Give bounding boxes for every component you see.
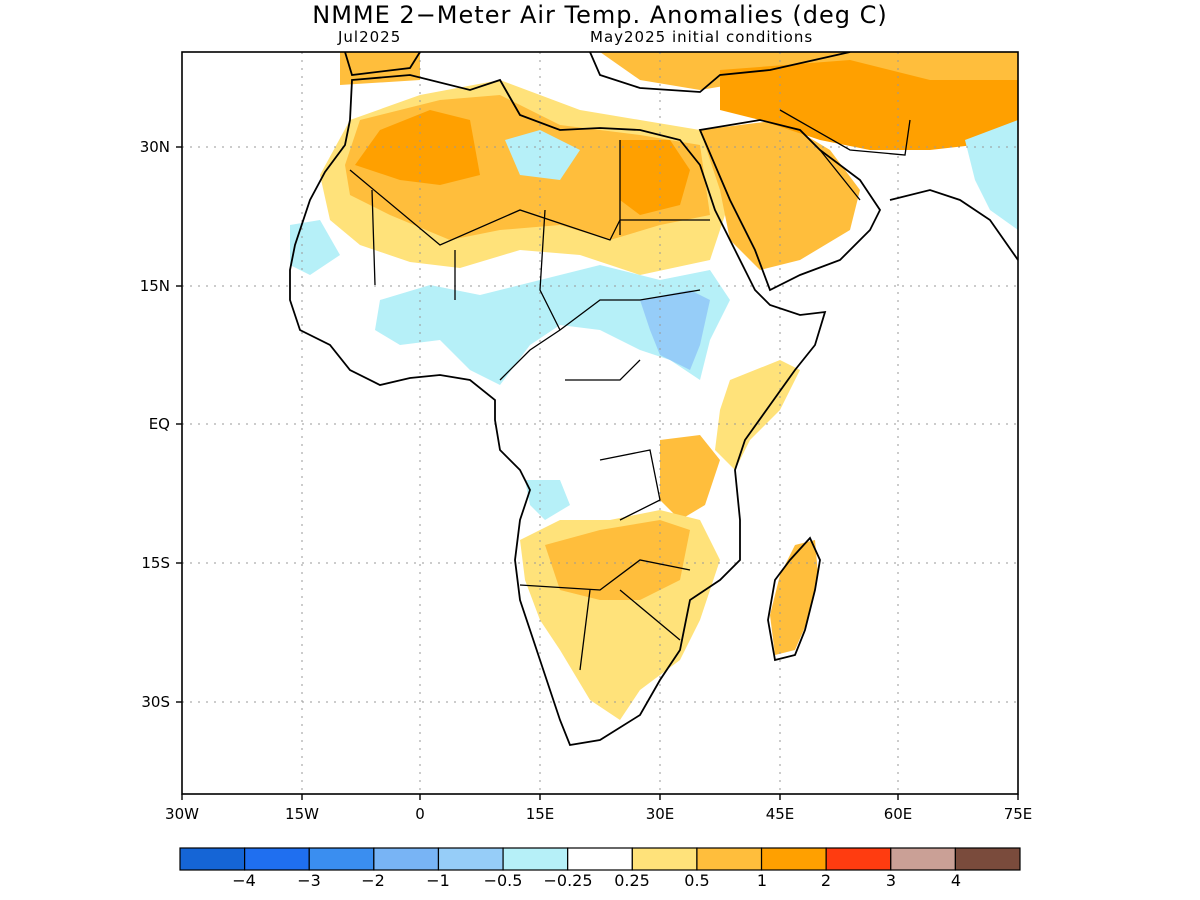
- axis-ticks: [176, 146, 1019, 800]
- coastlines: [289, 52, 1018, 747]
- map-title: NMME 2−Meter Air Temp. Anomalies (deg C): [312, 1, 888, 29]
- lat-label-15n: 15N: [139, 277, 170, 295]
- anomaly-cool-angola: [525, 480, 570, 520]
- colorbar-label: −0.5: [483, 871, 523, 890]
- colorbar-label: −1: [426, 871, 450, 890]
- anomaly-warm-east-africa: [660, 435, 720, 520]
- colorbar-swatch: [244, 847, 310, 871]
- colorbar-swatch: [502, 847, 569, 871]
- map-frame: [181, 51, 1019, 795]
- lon-label-30w: 30W: [165, 805, 199, 823]
- lat-label-eq: EQ: [148, 415, 170, 433]
- europe-coastline: [344, 52, 851, 93]
- anomaly-warm-madagascar: [770, 540, 818, 655]
- anomaly-warm-arabia: [700, 120, 860, 270]
- colorbar-swatch: [954, 847, 1021, 871]
- colorbar-label: 2: [820, 871, 832, 890]
- colorbar-swatch: [373, 847, 440, 871]
- colorbar: [179, 847, 1021, 871]
- lon-label-75e: 75E: [1003, 805, 1033, 823]
- gridlines: [182, 52, 1018, 794]
- anomaly-warm-sahara-peak: [355, 110, 480, 185]
- lat-label-30n: 30N: [139, 138, 170, 156]
- colorbar-swatch: [825, 847, 892, 871]
- colorbar-label: −3: [297, 871, 321, 890]
- colorbar-swatch: [890, 847, 956, 871]
- colorbar-swatch: [179, 847, 246, 871]
- colorbar-label: 4: [950, 871, 962, 890]
- colorbar-label: −0.25: [543, 871, 593, 890]
- colorbar-swatch: [696, 847, 763, 871]
- anomaly-cool-libya: [505, 130, 580, 180]
- lon-label-15e: 15E: [525, 805, 555, 823]
- colorbar-swatch: [760, 847, 827, 871]
- colorbar-swatch: [308, 847, 375, 871]
- colorbar-swatch: [631, 847, 698, 871]
- lon-label-0: 0: [415, 805, 425, 823]
- lat-label-30s: 30S: [141, 693, 170, 711]
- colorbar-label: −2: [361, 871, 385, 890]
- anomaly-cool-sahel: [375, 265, 730, 385]
- colorbar-swatch: [567, 847, 633, 871]
- forecast-month: Jul2025: [338, 28, 402, 46]
- anomaly-cool-sahel-core: [640, 290, 710, 370]
- colorbar-label: 3: [885, 871, 897, 890]
- lon-label-60e: 60E: [883, 805, 913, 823]
- lon-label-45e: 45E: [765, 805, 795, 823]
- arabia-coastline: [698, 119, 882, 292]
- lon-label-30e: 30E: [645, 805, 675, 823]
- lon-label-15w: 15W: [285, 805, 319, 823]
- anomaly-warm-egypt-peak: [620, 140, 690, 215]
- asia-coastline: [889, 189, 1018, 261]
- anomaly-warm-middle-east: [720, 60, 1018, 150]
- colorbar-label: 0.5: [684, 871, 710, 890]
- lat-label-15s: 15S: [141, 554, 170, 572]
- colorbar-label: 0.25: [614, 871, 650, 890]
- initial-conditions-label: May2025 initial conditions: [590, 28, 814, 46]
- country-borders: [349, 109, 911, 671]
- colorbar-label: −4: [232, 871, 256, 890]
- africa-coastline: [289, 74, 827, 747]
- madagascar-coastline: [767, 536, 821, 662]
- anomaly-cool-pakistan: [965, 120, 1018, 230]
- colorbar-label: 1: [756, 871, 768, 890]
- colorbar-swatch: [437, 847, 504, 871]
- anomaly-warm-zambia: [545, 520, 690, 600]
- anomaly-warm-horn: [715, 360, 800, 470]
